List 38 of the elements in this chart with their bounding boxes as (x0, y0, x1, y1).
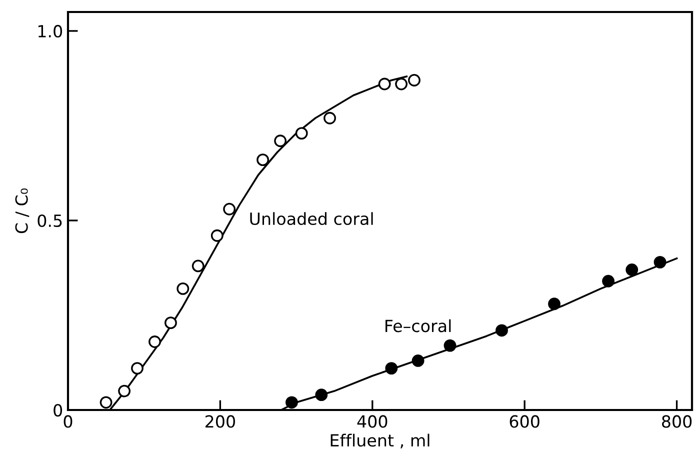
y-tick-label: 0 (54, 404, 62, 417)
point (412, 354, 424, 367)
point (654, 256, 666, 268)
x-tick-label: 400 (357, 415, 388, 428)
series-label: Fe–coral (386, 319, 451, 332)
point (496, 324, 508, 337)
x-tick-label: 600 (510, 415, 540, 428)
point (164, 316, 177, 330)
point (444, 339, 456, 352)
point (148, 336, 161, 348)
point (324, 112, 336, 124)
point (256, 154, 270, 166)
point (176, 282, 190, 295)
point (395, 78, 408, 90)
point (223, 202, 236, 216)
series-label: Unloaded coral (250, 212, 373, 226)
point (274, 134, 287, 148)
point (548, 298, 560, 310)
point (210, 229, 224, 242)
point (378, 78, 391, 90)
y-axis-title: C / C₀ (15, 188, 30, 234)
y-tick-label: 0.5 (38, 214, 62, 228)
point (118, 384, 131, 398)
y-tick-label: 1.0 (38, 24, 62, 38)
x-axis-title: Effluent , ml (330, 434, 430, 448)
point (295, 127, 308, 140)
point (626, 264, 638, 276)
x-tick-label: 800 (662, 415, 692, 428)
point (100, 396, 112, 409)
point (408, 74, 420, 86)
point (315, 388, 328, 402)
point (192, 260, 204, 272)
point (131, 362, 144, 375)
point (385, 362, 398, 375)
x-tick-label: 0 (64, 415, 72, 428)
point (286, 396, 298, 409)
point (602, 274, 615, 288)
x-tick-label: 200 (206, 415, 235, 428)
